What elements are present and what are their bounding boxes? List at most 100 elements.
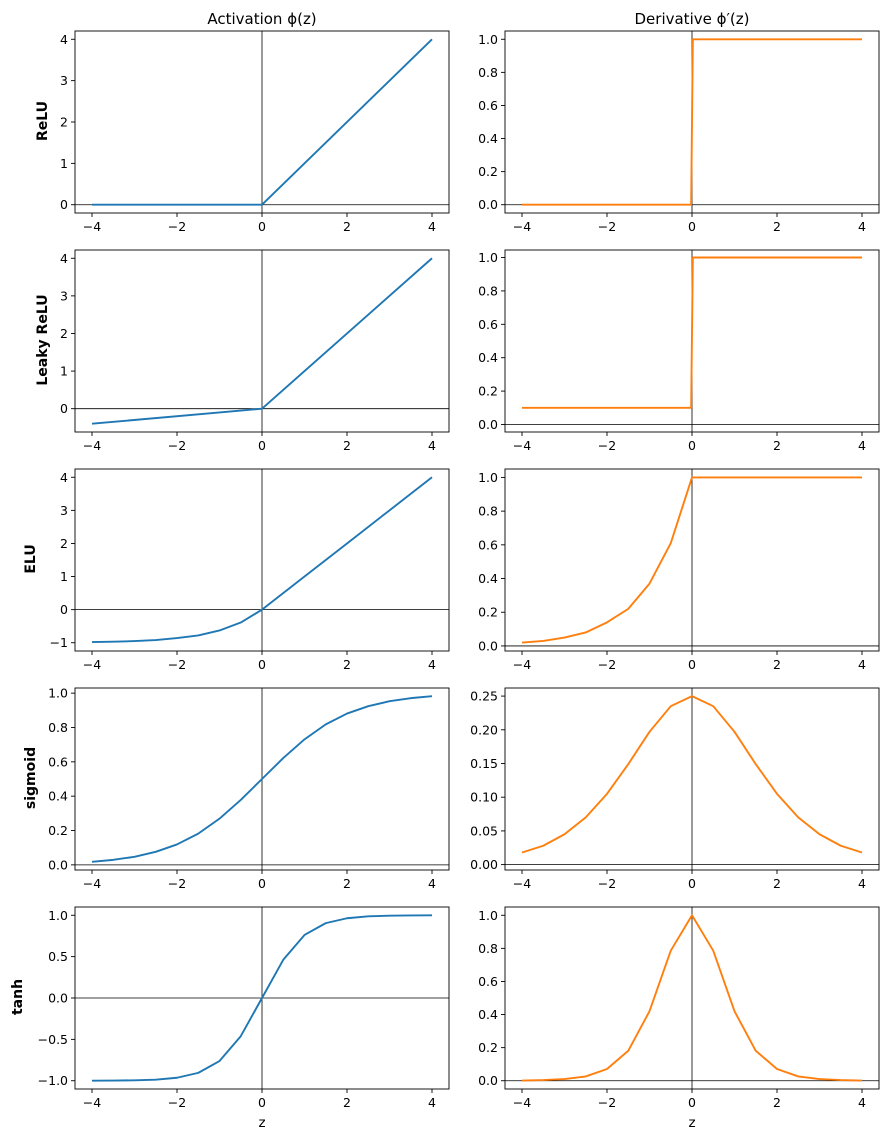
y-tick-label: 4	[60, 32, 68, 47]
x-tick-label: −2	[168, 876, 186, 891]
x-tick-label: 0	[688, 438, 696, 453]
y-tick-label: 1.0	[478, 470, 498, 485]
y-tick-label: 0.8	[478, 65, 498, 80]
y-tick-label: 0.8	[478, 283, 498, 298]
x-tick-label: −2	[168, 438, 186, 453]
y-tick-label: 1.0	[478, 250, 498, 265]
y-tick-label: 1.0	[478, 32, 498, 47]
y-tick-label: 0.4	[478, 1007, 498, 1022]
x-tick-label: 4	[428, 876, 436, 891]
series-line-tanh-activation	[91, 914, 433, 1082]
y-tick-label: 0.8	[478, 941, 498, 956]
y-tick-label: 3	[60, 503, 68, 518]
x-tick-label: −2	[168, 657, 186, 672]
y-tick-label: 0.4	[478, 571, 498, 586]
y-tick-label: 0.10	[470, 790, 498, 805]
x-tick-label: −4	[83, 876, 101, 891]
y-tick-label: 0.2	[478, 605, 498, 620]
x-axis-label-derivative: z	[688, 1115, 695, 1131]
x-tick-label: −2	[598, 657, 616, 672]
y-tick-label: 0	[60, 401, 68, 416]
panel-leaky-relu-derivative: −4 −2 0 2 4 0.0 0.2 0.4 0.6 0.8 1.0	[478, 249, 880, 453]
x-tick-label: 2	[343, 219, 351, 234]
x-tick-label: 0	[688, 1095, 696, 1110]
row-label-leaky-relu: Leaky ReLU	[35, 294, 51, 385]
y-tick-label: 0.0	[478, 417, 498, 432]
y-tick-label: 0.4	[478, 131, 498, 146]
series-line-sigmoid-derivative	[521, 695, 863, 854]
panel-relu-activation: −4 −2 0 2 4 0 1 2 3 4	[60, 30, 450, 234]
y-tick-label: 0.2	[478, 164, 498, 179]
series-line-sigmoid-activation	[91, 695, 433, 863]
y-tick-label: 0.4	[478, 350, 498, 365]
x-tick-label: −4	[513, 219, 531, 234]
x-tick-label: 0	[258, 876, 266, 891]
y-tick-label: −1	[50, 635, 68, 650]
y-tick-label: 0.00	[470, 857, 498, 872]
panel-leaky-relu-activation: −4 −2 0 2 4 0 1 2 3 4	[60, 249, 450, 453]
x-tick-label: −4	[513, 876, 531, 891]
x-tick-label: 2	[343, 438, 351, 453]
x-tick-label: 0	[258, 219, 266, 234]
y-tick-label: 3	[60, 288, 68, 303]
y-tick-label: 0.6	[478, 317, 498, 332]
x-tick-label: 4	[428, 438, 436, 453]
y-tick-label: 1	[60, 364, 68, 379]
x-tick-label: 4	[428, 657, 436, 672]
x-tick-label: 2	[343, 876, 351, 891]
y-tick-label: 0.0	[478, 1073, 498, 1088]
x-tick-label: −4	[513, 657, 531, 672]
series-line-leaky-relu-derivative	[522, 256, 862, 409]
y-tick-label: 0.2	[478, 1040, 498, 1055]
series-line-elu-activation	[91, 476, 433, 644]
x-tick-label: −4	[513, 1095, 531, 1110]
x-tick-label: 4	[858, 1095, 866, 1110]
panel-elu-activation: −4 −2 0 2 4 −1 0 1 2 3 4	[50, 468, 450, 672]
panel-sigmoid-activation: −4 −2 0 2 4 0.0 0.2 0.4 0.6 0.8 1.0	[48, 686, 450, 891]
x-tick-label: 2	[343, 1095, 351, 1110]
x-tick-label: −4	[83, 219, 101, 234]
column-title-derivative: Derivative ϕ′(z)	[635, 10, 750, 28]
series-line-relu-activation	[92, 38, 433, 206]
y-tick-label: 1.0	[48, 686, 68, 701]
y-tick-label: 2	[60, 326, 68, 341]
y-tick-label: 0.0	[478, 197, 498, 212]
row-label-tanh: tanh	[10, 979, 26, 1015]
row-label-sigmoid: sigmoid	[23, 747, 39, 809]
y-tick-label: 0.6	[478, 98, 498, 113]
x-tick-label: 2	[773, 657, 781, 672]
y-tick-label: 0.25	[470, 689, 498, 704]
column-title-activation: Activation ϕ(z)	[207, 10, 316, 28]
y-tick-label: 0.0	[478, 638, 498, 653]
x-tick-label: 2	[773, 438, 781, 453]
x-tick-label: 0	[258, 1095, 266, 1110]
x-tick-label: 2	[773, 876, 781, 891]
x-tick-label: 4	[858, 219, 866, 234]
y-tick-label: 0.6	[478, 537, 498, 552]
y-tick-label: 0.6	[478, 974, 498, 989]
x-tick-label: −2	[598, 876, 616, 891]
y-tick-label: 1.0	[48, 908, 68, 923]
y-tick-label: 0.0	[48, 991, 68, 1006]
y-tick-label: −1.0	[38, 1073, 68, 1088]
x-tick-label: −2	[168, 1095, 186, 1110]
panel-sigmoid-derivative: −4 −2 0 2 4 0.00 0.05 0.10 0.15 0.20 0.25	[470, 687, 880, 891]
x-tick-label: −2	[598, 438, 616, 453]
x-tick-label: 0	[688, 876, 696, 891]
x-tick-label: −4	[83, 657, 101, 672]
series-line-leaky-relu-activation	[91, 257, 433, 425]
y-tick-label: 0.5	[48, 949, 68, 964]
y-tick-label: 3	[60, 73, 68, 88]
x-tick-label: 0	[258, 657, 266, 672]
x-tick-label: −4	[83, 1095, 101, 1110]
series-line-tanh-derivative	[521, 914, 863, 1082]
y-tick-label: −0.5	[38, 1032, 68, 1047]
panel-relu-derivative: −4 −2 0 2 4 0.0 0.2 0.4 0.6 0.8 1.0	[478, 30, 880, 234]
y-tick-label: 0.2	[478, 384, 498, 399]
panel-tanh-derivative: −4 −2 0 2 4 0.0 0.2 0.4 0.6 0.8 1.0	[478, 906, 880, 1110]
x-axis-label-activation: z	[258, 1115, 265, 1131]
y-tick-label: 1	[60, 156, 68, 171]
series-line-relu-derivative	[522, 38, 862, 206]
